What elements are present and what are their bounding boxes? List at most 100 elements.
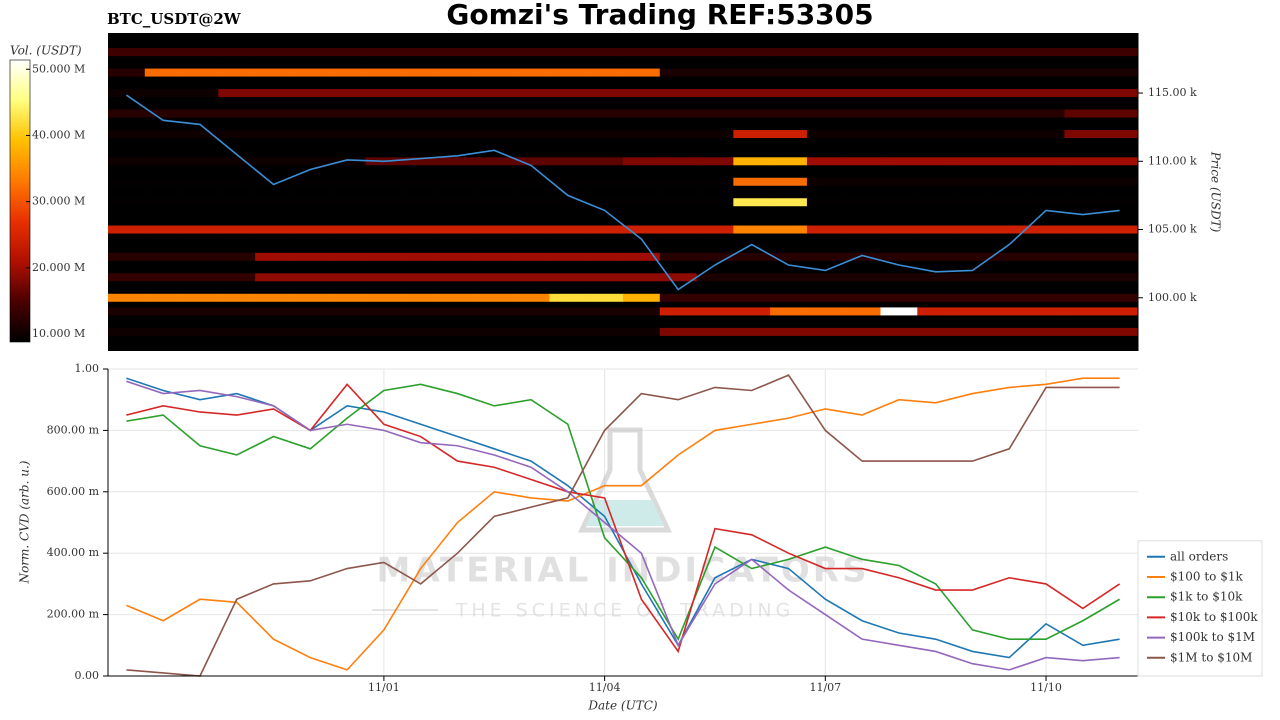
heat-cell	[512, 293, 550, 302]
heat-cell	[108, 109, 146, 118]
heat-cell	[402, 225, 440, 234]
heat-cell	[439, 198, 477, 207]
heat-cell	[402, 48, 440, 57]
heat-cell	[623, 252, 661, 261]
heat-cell	[806, 273, 845, 282]
heat-cell	[549, 198, 587, 207]
heat-cell	[108, 177, 146, 186]
heat-cell	[954, 273, 992, 282]
heat-cell	[144, 198, 183, 207]
heat-cell	[880, 307, 918, 316]
heat-cell	[549, 129, 587, 138]
heat-cell	[291, 129, 330, 138]
heat-cell	[1064, 177, 1102, 186]
heat-cell	[954, 327, 992, 336]
heat-cell	[623, 225, 661, 234]
heat-cell	[1101, 177, 1139, 186]
heat-cell	[770, 48, 808, 57]
heat-cell	[659, 273, 698, 282]
heat-cell	[218, 273, 256, 282]
heat-cell	[512, 48, 550, 57]
heat-cell	[328, 68, 366, 77]
series-line	[126, 377, 1120, 671]
series-line	[126, 380, 1120, 671]
heat-cell	[954, 225, 992, 234]
heat-cell	[586, 68, 624, 77]
heat-cell	[843, 68, 881, 77]
heat-cell	[218, 109, 256, 118]
heat-cell	[549, 252, 587, 261]
heat-cell	[218, 177, 256, 186]
heat-cell	[1027, 198, 1065, 207]
heat-cell	[439, 252, 477, 261]
heat-cell	[659, 252, 698, 261]
heat-cell	[365, 293, 403, 302]
heat-cell	[1027, 129, 1065, 138]
heat-cell	[218, 157, 256, 166]
heat-cell	[181, 198, 219, 207]
heat-cell	[181, 293, 219, 302]
heat-cell	[1064, 129, 1102, 138]
heat-cell	[770, 252, 808, 261]
legend-label: $10k to $100k	[1170, 610, 1258, 624]
heat-cell	[291, 177, 330, 186]
heat-cell	[328, 327, 366, 336]
heat-cell	[328, 293, 366, 302]
heat-cell	[255, 307, 293, 316]
heat-cell	[328, 252, 366, 261]
heat-cell	[181, 129, 219, 138]
heat-cell	[917, 307, 955, 316]
heat-cell	[1064, 225, 1102, 234]
heat-cell	[328, 307, 366, 316]
heat-cell	[512, 68, 550, 77]
heat-cell	[108, 68, 146, 77]
heat-cell	[439, 293, 477, 302]
heat-cell	[108, 273, 146, 282]
x-tick-label: 11/10	[1030, 681, 1062, 694]
legend-label: $1M to $10M	[1170, 650, 1252, 664]
heat-cell	[806, 129, 845, 138]
heat-cell	[365, 89, 403, 98]
heat-cell	[659, 307, 698, 316]
heat-cell	[144, 225, 183, 234]
heat-cell	[659, 129, 698, 138]
heat-cell	[806, 177, 845, 186]
heat-cell	[475, 273, 514, 282]
heat-cell	[1101, 157, 1139, 166]
heat-cell	[1101, 68, 1139, 77]
heat-cell	[880, 89, 918, 98]
heat-cell	[255, 48, 293, 57]
heat-cell	[1101, 293, 1139, 302]
heat-cell	[880, 252, 918, 261]
heat-cell	[218, 293, 256, 302]
heat-cell	[439, 129, 477, 138]
heat-cell	[512, 109, 550, 118]
heat-cell	[144, 293, 183, 302]
heat-cell	[843, 252, 881, 261]
heat-cell	[733, 68, 771, 77]
heat-cell	[696, 129, 734, 138]
legend-label: $1k to $10k	[1170, 590, 1243, 604]
heat-cell	[402, 293, 440, 302]
heat-cell	[549, 307, 587, 316]
heat-cell	[1101, 252, 1139, 261]
heat-cell	[623, 293, 661, 302]
heat-cell	[917, 129, 955, 138]
heat-cell	[255, 89, 293, 98]
heat-cell	[328, 157, 366, 166]
heat-cell	[549, 293, 587, 302]
heat-cell	[880, 177, 918, 186]
heat-cell	[144, 129, 183, 138]
heat-cell	[990, 129, 1029, 138]
heat-cell	[990, 48, 1029, 57]
heat-cell	[108, 198, 146, 207]
heat-cell	[549, 273, 587, 282]
heat-cell	[1101, 48, 1139, 57]
heat-cell	[990, 273, 1029, 282]
y-tick-label: 105.00 k	[1148, 223, 1197, 236]
colorbar-tick-label: 10.000 M	[32, 327, 85, 340]
heat-cell	[144, 307, 183, 316]
heat-cell	[623, 198, 661, 207]
heat-cell	[512, 273, 550, 282]
heat-cell	[586, 157, 624, 166]
